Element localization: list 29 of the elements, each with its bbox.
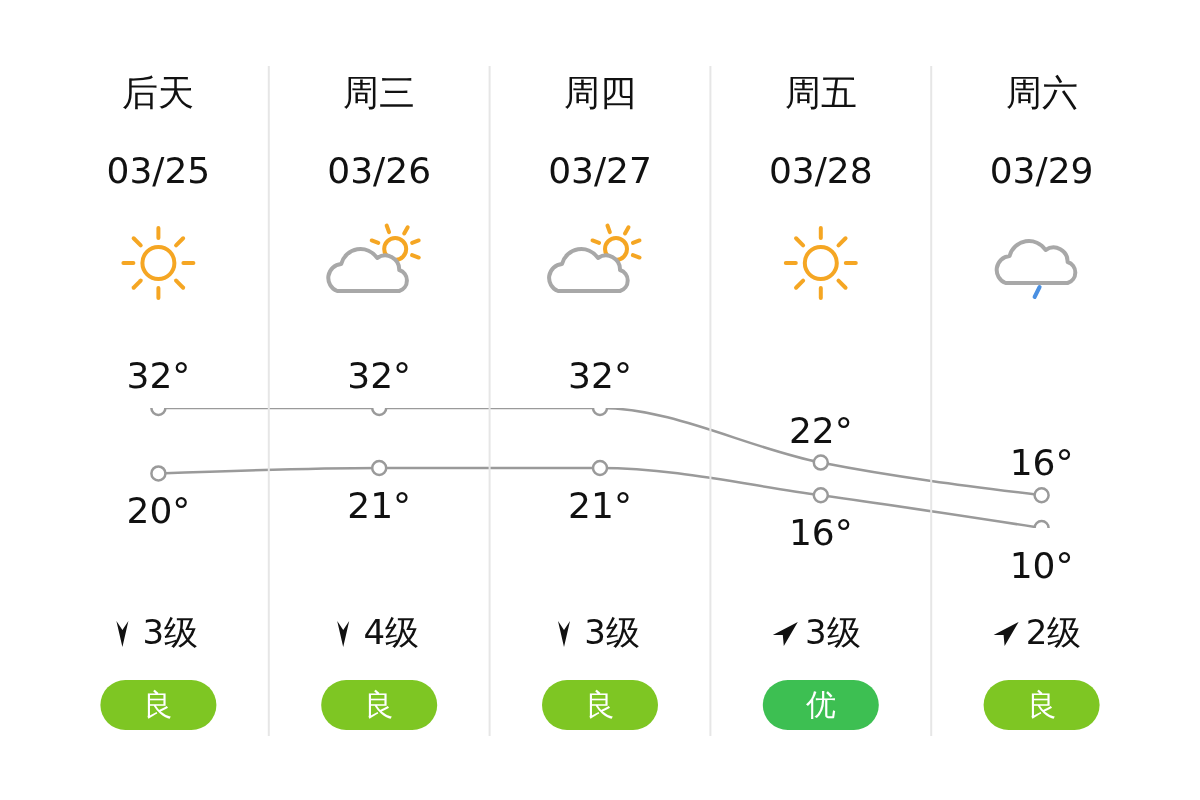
data-label: 32°	[347, 355, 412, 396]
x-tick-label: 后天 03/25	[106, 72, 211, 191]
data-label: 21°	[568, 485, 632, 526]
data-label: 16°	[788, 512, 853, 554]
text: 良	[364, 686, 395, 722]
text: 良	[1026, 686, 1057, 722]
text: 3级	[142, 611, 199, 652]
data-label: 10°	[1009, 545, 1074, 586]
point	[591, 459, 609, 477]
x-tick-label: 周三 03/26	[327, 72, 432, 191]
data-label: 32°	[568, 355, 632, 396]
data-label: 21°	[347, 485, 412, 526]
x-tick-label: 周四 03/27	[548, 72, 652, 191]
text: 优	[805, 686, 836, 722]
text: 良	[143, 686, 174, 722]
data-label: 32°	[126, 355, 191, 396]
text: 3级	[584, 611, 640, 652]
text: 良	[585, 686, 615, 722]
data-label: 22°	[788, 409, 853, 451]
data-label: 16°	[1009, 442, 1074, 484]
x-tick-label: 周五 03/28	[768, 72, 873, 191]
data-label: 20°	[126, 490, 191, 532]
text: 3级	[804, 611, 861, 652]
x-tick-label: 周六 03/29	[989, 72, 1094, 191]
text: 4级	[363, 611, 420, 652]
point	[370, 459, 388, 477]
text: 2级	[1025, 611, 1082, 652]
point	[812, 454, 830, 471]
point	[150, 465, 167, 482]
